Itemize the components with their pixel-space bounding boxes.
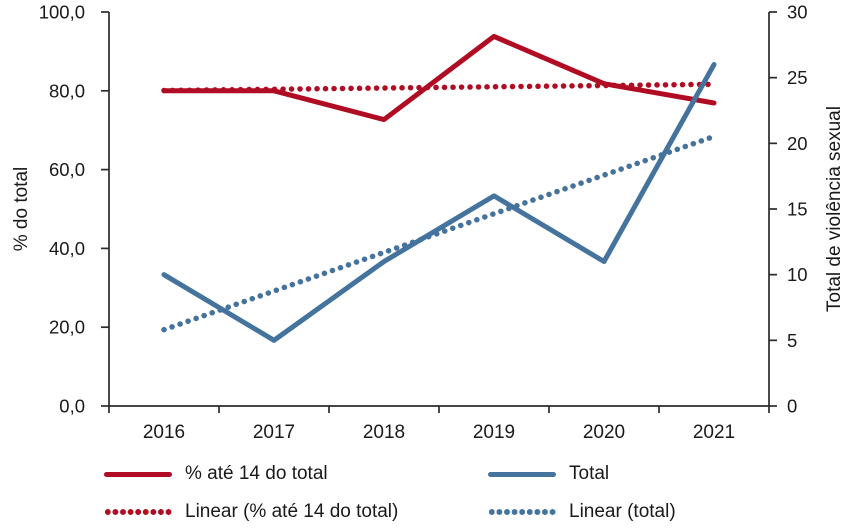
left-axis-title: % do total xyxy=(11,167,32,252)
left-axis-tick-label: 100,0 xyxy=(39,2,85,23)
legend-swatch-dotted-red-line xyxy=(104,509,172,515)
left-axis-tick-label: 60,0 xyxy=(49,159,85,180)
legend-item-linear-total: Linear (total) xyxy=(488,498,676,526)
right-axis-tick-label: 25 xyxy=(787,67,808,88)
legend-label-total: Total xyxy=(569,463,610,484)
series-line-pct-ate-14 xyxy=(161,33,717,123)
x-axis-tick-label: 2016 xyxy=(143,422,185,443)
legend-swatch-solid-blue-line xyxy=(488,471,556,477)
legend-swatch-solid-red-line xyxy=(104,471,172,477)
x-axis-tick-label: 2017 xyxy=(253,422,295,443)
series-line-total xyxy=(161,62,717,343)
trendline-linear-total xyxy=(161,133,717,333)
right-axis-tick-label: 5 xyxy=(787,330,797,351)
x-axis-tick-label: 2021 xyxy=(693,422,735,443)
x-axis-tick-label: 2018 xyxy=(363,422,405,443)
trendline-linear-pct-ate-14 xyxy=(161,81,717,94)
left-axis-tick-label: 40,0 xyxy=(49,238,85,259)
left-axis-tick-label: 80,0 xyxy=(49,80,85,101)
chart-legend: % até 14 do total Total Linear (% até 14… xyxy=(104,460,676,526)
legend-label-pct-ate-14: % até 14 do total xyxy=(185,463,328,484)
axis-frame xyxy=(108,12,770,407)
legend-item-total: Total xyxy=(488,460,676,488)
legend-label-linear-pct-ate-14: Linear (% até 14 do total) xyxy=(185,501,399,522)
left-axis-tick-label: 20,0 xyxy=(49,317,85,338)
left-axis-tick-label: 0,0 xyxy=(59,396,85,417)
legend-item-pct-ate-14: % até 14 do total xyxy=(104,460,488,488)
right-axis-tick-label: 20 xyxy=(787,133,808,154)
x-axis-tick-label: 2019 xyxy=(473,422,515,443)
right-axis-tick-label: 10 xyxy=(787,264,808,285)
right-axis-tick-label: 0 xyxy=(787,396,797,417)
chart-svg: 0,0 20,0 40,0 60,0 80,0 100,0 0 5 10 15 20 25 30 2016… xyxy=(11,2,845,444)
right-axis-tick-label: 30 xyxy=(787,2,808,23)
right-axis-title: Total de violência sexual xyxy=(824,106,845,312)
x-axis-tick-label: 2020 xyxy=(583,422,625,443)
right-axis-tick-label: 15 xyxy=(787,199,808,220)
legend-item-linear-pct-ate-14: Linear (% até 14 do total) xyxy=(104,498,488,526)
legend-swatch-dotted-blue-line xyxy=(488,509,556,515)
legend-label-linear-total: Linear (total) xyxy=(569,501,676,522)
